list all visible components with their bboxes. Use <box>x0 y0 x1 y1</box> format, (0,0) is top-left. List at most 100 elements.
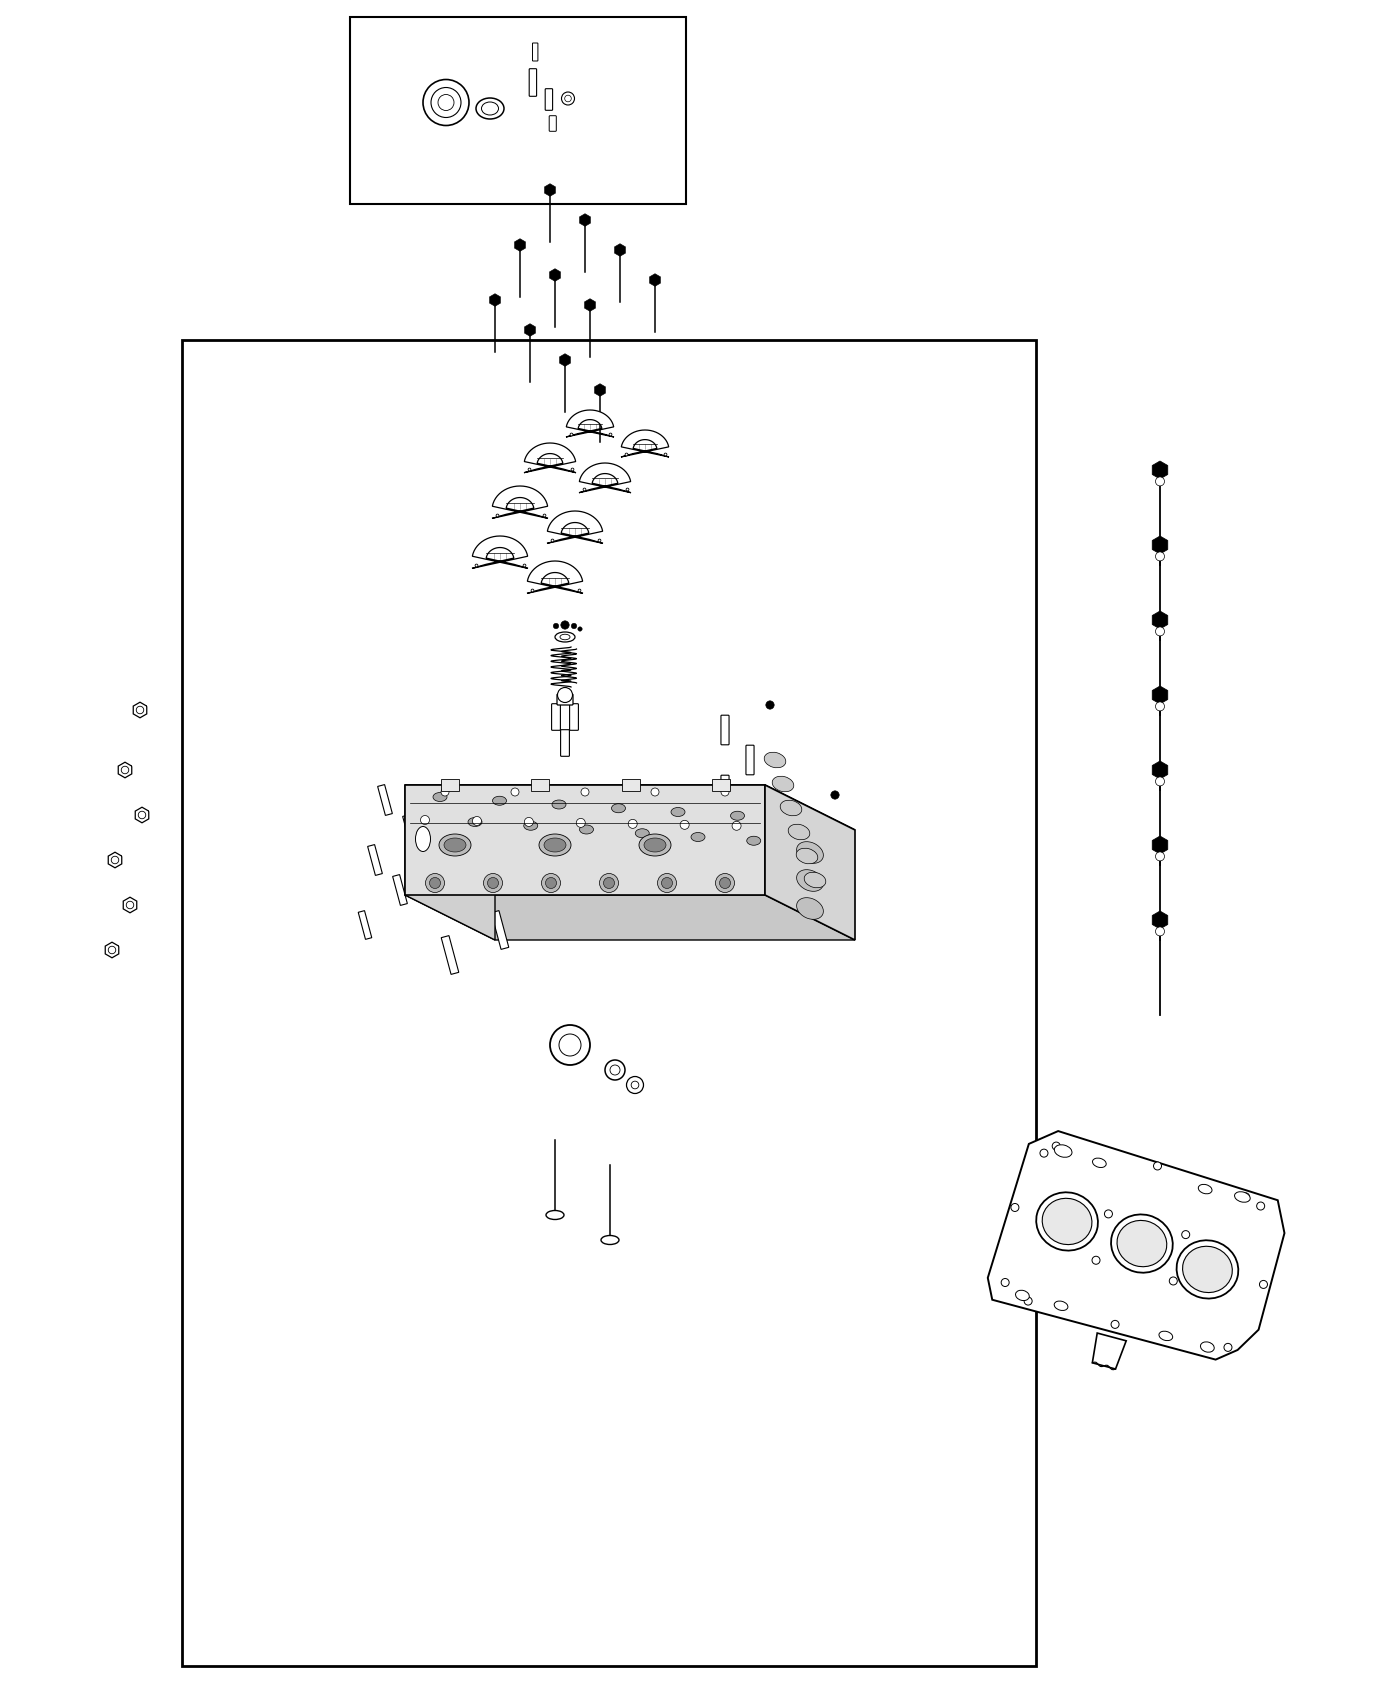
Polygon shape <box>405 894 855 940</box>
Ellipse shape <box>1159 1331 1173 1341</box>
Ellipse shape <box>746 836 760 845</box>
Polygon shape <box>595 384 605 396</box>
Circle shape <box>658 874 676 893</box>
Circle shape <box>1224 1343 1232 1352</box>
Circle shape <box>1155 552 1165 561</box>
Circle shape <box>1025 1297 1032 1306</box>
Ellipse shape <box>1015 1290 1029 1300</box>
Bar <box>713 779 731 790</box>
Ellipse shape <box>797 898 823 920</box>
Polygon shape <box>472 536 528 568</box>
Polygon shape <box>133 702 147 717</box>
Circle shape <box>603 877 615 889</box>
Ellipse shape <box>636 830 650 838</box>
FancyBboxPatch shape <box>549 116 556 131</box>
Circle shape <box>1112 1321 1119 1328</box>
Polygon shape <box>545 184 556 196</box>
Polygon shape <box>515 238 525 252</box>
Ellipse shape <box>482 102 498 116</box>
Polygon shape <box>1152 687 1168 704</box>
Ellipse shape <box>539 835 571 857</box>
Polygon shape <box>358 911 372 940</box>
Circle shape <box>423 80 469 126</box>
Ellipse shape <box>554 632 575 643</box>
Polygon shape <box>368 845 382 876</box>
FancyBboxPatch shape <box>721 716 729 745</box>
Ellipse shape <box>545 838 566 852</box>
Ellipse shape <box>416 826 430 852</box>
Ellipse shape <box>612 804 626 813</box>
Circle shape <box>605 1061 624 1080</box>
Circle shape <box>1182 1231 1190 1239</box>
Ellipse shape <box>546 1210 564 1219</box>
Circle shape <box>1105 1210 1113 1217</box>
FancyBboxPatch shape <box>557 694 573 705</box>
Polygon shape <box>405 785 496 940</box>
Circle shape <box>557 687 573 702</box>
Polygon shape <box>405 785 855 830</box>
Ellipse shape <box>764 751 785 768</box>
Circle shape <box>136 706 144 714</box>
Polygon shape <box>392 874 407 906</box>
Ellipse shape <box>638 835 671 857</box>
Circle shape <box>559 1034 581 1056</box>
Circle shape <box>830 790 839 799</box>
Ellipse shape <box>552 801 566 809</box>
Polygon shape <box>136 808 148 823</box>
Circle shape <box>1155 627 1165 636</box>
Circle shape <box>1155 478 1165 486</box>
Ellipse shape <box>692 833 706 842</box>
Circle shape <box>1155 777 1165 785</box>
Circle shape <box>487 877 498 889</box>
Ellipse shape <box>560 634 570 639</box>
Circle shape <box>720 877 731 889</box>
Bar <box>622 779 640 790</box>
Polygon shape <box>491 486 547 518</box>
Polygon shape <box>580 462 631 493</box>
FancyBboxPatch shape <box>545 88 553 110</box>
Ellipse shape <box>804 872 826 887</box>
Ellipse shape <box>731 811 745 819</box>
Ellipse shape <box>1042 1198 1092 1244</box>
Ellipse shape <box>476 99 504 119</box>
Circle shape <box>430 877 441 889</box>
Polygon shape <box>378 785 392 816</box>
Circle shape <box>472 816 482 826</box>
Circle shape <box>680 821 689 830</box>
Polygon shape <box>560 354 570 366</box>
Circle shape <box>627 1076 644 1093</box>
Polygon shape <box>585 299 595 311</box>
Circle shape <box>577 818 585 828</box>
Circle shape <box>122 767 129 774</box>
Ellipse shape <box>1235 1192 1250 1202</box>
Ellipse shape <box>773 777 794 792</box>
Circle shape <box>1040 1149 1049 1158</box>
Polygon shape <box>461 881 479 920</box>
Polygon shape <box>550 269 560 281</box>
Polygon shape <box>490 294 500 306</box>
Polygon shape <box>524 444 575 473</box>
Circle shape <box>483 874 503 893</box>
Circle shape <box>1205 1343 1214 1352</box>
Circle shape <box>661 877 672 889</box>
Polygon shape <box>1152 461 1168 479</box>
Circle shape <box>1242 1193 1250 1200</box>
Polygon shape <box>547 512 603 544</box>
Polygon shape <box>105 942 119 957</box>
Circle shape <box>561 92 574 105</box>
Circle shape <box>651 789 659 796</box>
Circle shape <box>553 624 559 629</box>
FancyBboxPatch shape <box>560 729 570 756</box>
Bar <box>350 17 686 204</box>
Circle shape <box>426 874 445 893</box>
Circle shape <box>715 874 735 893</box>
Circle shape <box>1155 852 1165 860</box>
Polygon shape <box>118 762 132 779</box>
Ellipse shape <box>493 796 507 806</box>
Circle shape <box>511 789 519 796</box>
Circle shape <box>431 87 461 117</box>
Circle shape <box>1154 1163 1162 1170</box>
Bar <box>441 779 459 790</box>
Ellipse shape <box>524 821 538 830</box>
Circle shape <box>561 620 570 629</box>
